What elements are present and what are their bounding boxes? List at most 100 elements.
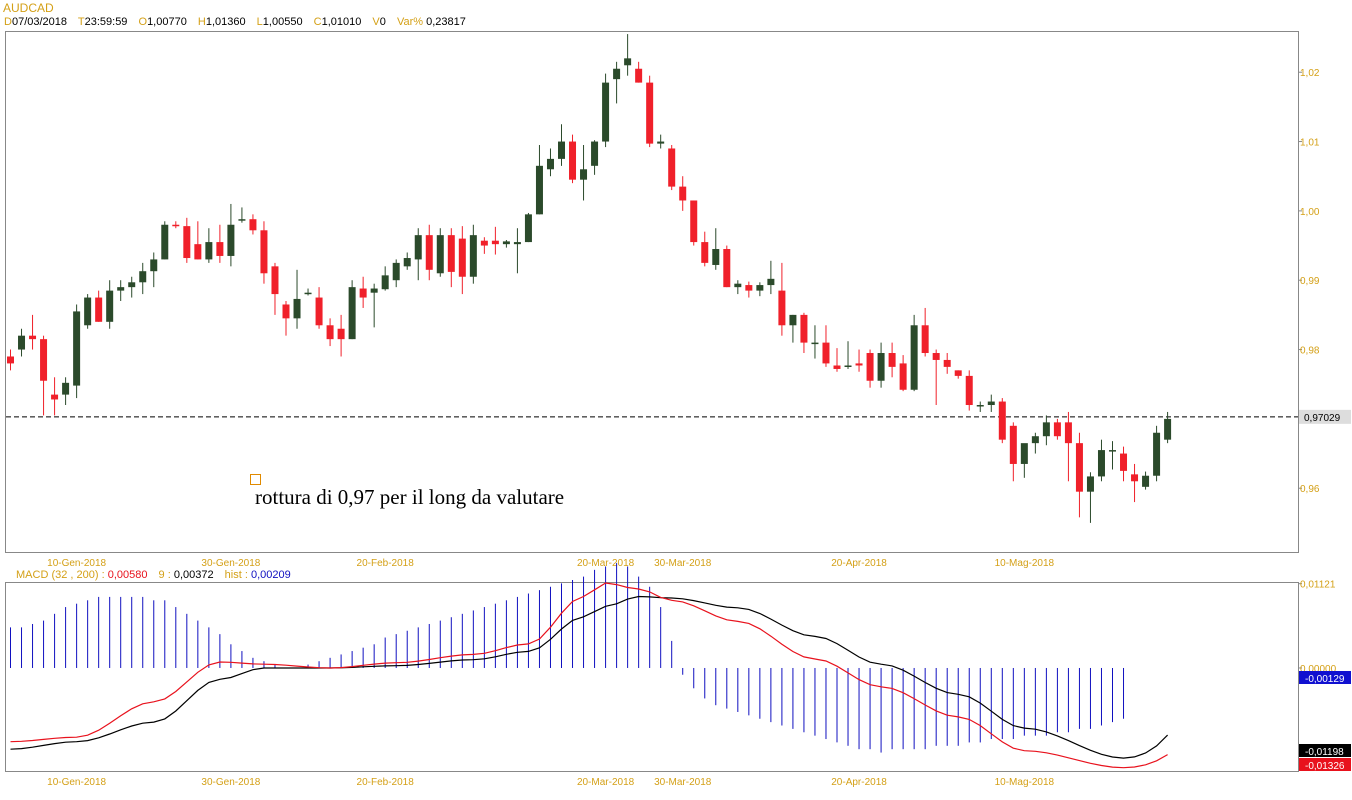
candle-body [337,328,345,340]
candle-body [51,394,59,400]
candle-body [1064,422,1072,444]
price-date-label: 30-Gen-2018 [201,558,260,569]
candle-body [436,235,444,274]
signal-value-badge-bg [1299,744,1351,757]
candle-body [1086,476,1094,492]
candle-body [789,314,797,326]
price-axis-label: 1,00 [1300,207,1320,218]
macd-name: MACD [16,569,49,581]
candle-body [899,363,907,390]
candle-body [194,244,202,260]
candle-body [40,339,48,381]
candle-body [888,353,896,367]
candle-body [469,235,477,277]
candle-body [833,365,841,369]
candle-body [7,356,14,364]
price-date-label: 10-Mag-2018 [995,558,1055,569]
candle-body [216,242,224,256]
candle-body [800,314,808,343]
candle-body [282,304,290,319]
volume-key: V [372,16,380,28]
candle-body [29,335,37,340]
candle-body [690,200,698,243]
price-axis-label: 0,99 [1300,276,1320,287]
macd-info-bar: MACD (32 , 200) : 0,00580 9 : 0,00372 hi… [16,569,291,581]
hist-value: 0,00209 [250,569,291,581]
candle-body [778,290,786,326]
candle-body [822,342,830,364]
histogram-value-badge: -0,00129 [1305,674,1345,685]
candle-body [238,219,246,221]
candle-body [613,68,621,80]
candle-body [910,325,918,390]
hist-key: hist : [224,569,248,581]
candle-body [1020,443,1028,464]
candle-body [480,240,488,246]
candle-body [811,342,819,345]
candle-body [844,365,852,367]
candle-body [546,158,554,170]
candle-body [668,148,676,187]
macd-date-label: 10-Gen-2018 [47,777,106,788]
price-axis-label: 0,98 [1300,346,1320,357]
candle-body [866,353,874,381]
annotation-marker[interactable] [250,474,261,485]
candle-body [62,382,70,395]
var-key: Var% [396,16,424,28]
candle-body [370,288,378,293]
candle-body [84,297,92,326]
signal-value-badge: -0,01198 [1305,747,1344,758]
reference-level-label: 0,97029 [1304,413,1341,424]
low-value: 1,00550 [262,16,303,28]
high-key: H [197,16,206,28]
macd-date-label: 20-Apr-2018 [831,777,887,788]
price-panel-frame [5,31,1299,553]
candle-body [425,235,433,270]
candle-body [1075,443,1083,492]
candle-body [271,266,279,295]
candle-body [513,242,521,245]
candle-body [591,141,599,166]
candle-body [326,325,334,340]
candle-body [304,292,312,295]
open-value: 1,00770 [147,16,187,28]
candle-body [756,285,764,291]
price-date-label: 20-Feb-2018 [357,558,415,569]
symbol-title: AUDCAD [3,1,54,15]
candle-body [712,249,720,265]
candle-body [679,186,687,201]
candle-body [569,141,577,180]
candle-body [348,287,356,340]
candle-body [381,275,389,290]
price-axis-label: 1,01 [1300,138,1320,149]
candle-body [117,287,125,291]
macd-date-label: 20-Mar-2018 [577,777,635,788]
price-date-label: 20-Apr-2018 [831,558,887,569]
candle-body [403,258,411,267]
candle-body [1131,474,1139,482]
candle-body [139,271,147,283]
signal-line [10,595,1169,759]
candle-body [624,58,632,66]
candle-body [249,219,257,231]
signal-value: 0,00372 [173,569,214,581]
macd-date-label: 10-Mag-2018 [995,777,1055,788]
candle-body [1109,450,1116,452]
macd-date-label: 30-Mar-2018 [654,777,712,788]
candle-body [524,214,532,243]
candle-body [359,288,367,298]
var-value: 0,23817 [426,16,466,28]
macd-panel-frame [5,582,1299,772]
price-date-label: 20-Mar-2018 [577,558,635,569]
candle-body [161,224,169,260]
candle-body [1120,453,1128,471]
reference-level-badge [1299,409,1351,424]
macd-date-label: 20-Feb-2018 [357,777,415,788]
candle-body [602,82,610,142]
candle-body [657,141,665,144]
candle-body [1009,425,1017,464]
candle-body [535,165,543,215]
time-key: T [77,16,85,28]
histogram-value-badge-bg [1299,671,1351,684]
